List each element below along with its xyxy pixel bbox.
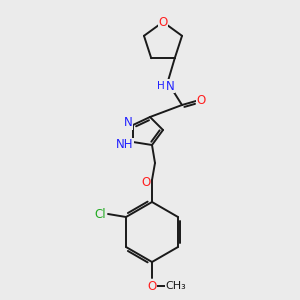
Text: O: O [158,16,168,28]
Text: CH₃: CH₃ [166,281,186,291]
Text: H: H [157,81,165,91]
Text: NH: NH [116,139,134,152]
Text: O: O [147,280,157,292]
Text: O: O [196,94,206,107]
Text: O: O [141,176,151,188]
Text: Cl: Cl [94,208,106,220]
Text: N: N [124,116,132,130]
Text: N: N [166,80,174,92]
